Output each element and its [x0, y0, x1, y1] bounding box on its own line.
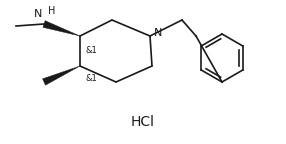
Polygon shape: [43, 21, 80, 36]
Text: N: N: [154, 28, 162, 38]
Text: &1: &1: [86, 46, 98, 55]
Text: &1: &1: [86, 74, 98, 83]
Polygon shape: [43, 66, 80, 85]
Text: H: H: [48, 6, 55, 16]
Text: HCl: HCl: [131, 115, 155, 129]
Text: N: N: [34, 9, 42, 19]
